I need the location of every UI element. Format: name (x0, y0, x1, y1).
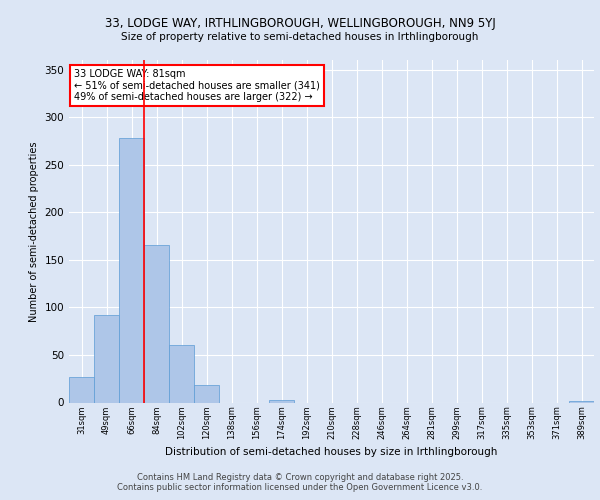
Bar (569, 400, 594, 402)
Bar (119, 138, 144, 402)
Bar (144, 244, 169, 402)
Text: 33 LODGE WAY: 81sqm
← 51% of semi-detached houses are smaller (341)
49% of semi-: 33 LODGE WAY: 81sqm ← 51% of semi-detach… (74, 68, 320, 102)
Text: 33, LODGE WAY, IRTHLINGBOROUGH, WELLINGBOROUGH, NN9 5YJ: 33, LODGE WAY, IRTHLINGBOROUGH, WELLINGB… (104, 18, 496, 30)
Bar (69, 377, 94, 402)
X-axis label: Distribution of semi-detached houses by size in Irthlingborough: Distribution of semi-detached houses by … (166, 448, 497, 458)
Bar (169, 346, 194, 403)
Bar (94, 315, 119, 402)
Bar (194, 386, 219, 402)
Y-axis label: Number of semi-detached properties: Number of semi-detached properties (29, 141, 39, 322)
Bar (269, 400, 294, 402)
Text: Contains HM Land Registry data © Crown copyright and database right 2025.
Contai: Contains HM Land Registry data © Crown c… (118, 473, 482, 492)
Text: Size of property relative to semi-detached houses in Irthlingborough: Size of property relative to semi-detach… (121, 32, 479, 42)
